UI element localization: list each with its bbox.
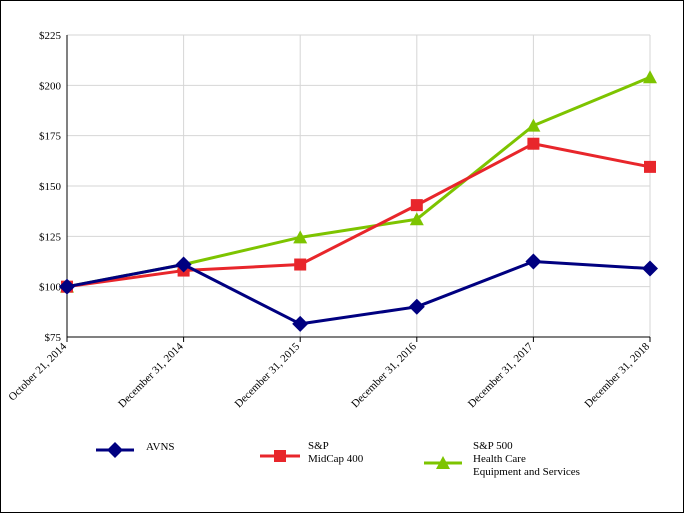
data-point — [292, 315, 309, 332]
x-tick-label: October 21, 2014 — [6, 340, 69, 403]
data-point — [408, 298, 425, 315]
series-group — [59, 70, 658, 332]
data-point — [644, 160, 656, 173]
legend-marker — [107, 442, 123, 458]
data-point — [526, 118, 541, 132]
y-tick-label: $75 — [45, 332, 62, 344]
data-point — [525, 253, 542, 270]
data-point — [59, 278, 75, 295]
data-point — [175, 256, 192, 273]
x-tick-label: December 31, 2018 — [583, 340, 653, 410]
x-tick-label: December 31, 2015 — [233, 340, 303, 410]
axes — [66, 35, 651, 342]
data-point — [294, 258, 307, 271]
legend-marker — [274, 450, 286, 462]
x-tick-label: December 31, 2014 — [116, 340, 186, 410]
y-tick-label: $100 — [39, 282, 62, 294]
legend-label: Health Care — [473, 453, 526, 465]
data-point — [643, 70, 657, 84]
y-tick-label: $225 — [39, 30, 62, 42]
series-diamond — [59, 253, 658, 332]
series-line — [66, 260, 651, 326]
y-tick-labels: $75 $100 $125 $150 $175 $200 $225 — [39, 30, 62, 344]
data-point — [409, 212, 424, 226]
legend-label: Equipment and Services — [473, 466, 580, 478]
y-tick-label: $200 — [39, 80, 62, 92]
data-point — [410, 199, 423, 212]
legend-label: MidCap 400 — [308, 453, 364, 465]
series-triangle — [60, 70, 657, 293]
x-tick-labels: October 21, 2014 December 31, 2014 Decembe… — [6, 340, 652, 410]
legend-label: S&P — [308, 440, 329, 452]
x-tick-label: December 31, 2016 — [349, 340, 419, 410]
y-tick-label: $125 — [39, 231, 62, 243]
x-tick-label: December 31, 2017 — [466, 340, 536, 410]
y-tick-label: $175 — [39, 131, 62, 143]
y-tick-label: $150 — [39, 181, 62, 193]
series-line — [66, 75, 651, 289]
data-point — [527, 137, 540, 150]
legend-label: AVNS — [146, 441, 175, 453]
series-line — [66, 142, 651, 289]
gridlines — [67, 34, 651, 337]
legend-marker — [436, 456, 450, 469]
data-point — [642, 260, 658, 277]
legend-item: AVNS — [96, 441, 175, 458]
legend-label: S&P 500 — [473, 440, 513, 452]
data-point — [293, 230, 308, 244]
